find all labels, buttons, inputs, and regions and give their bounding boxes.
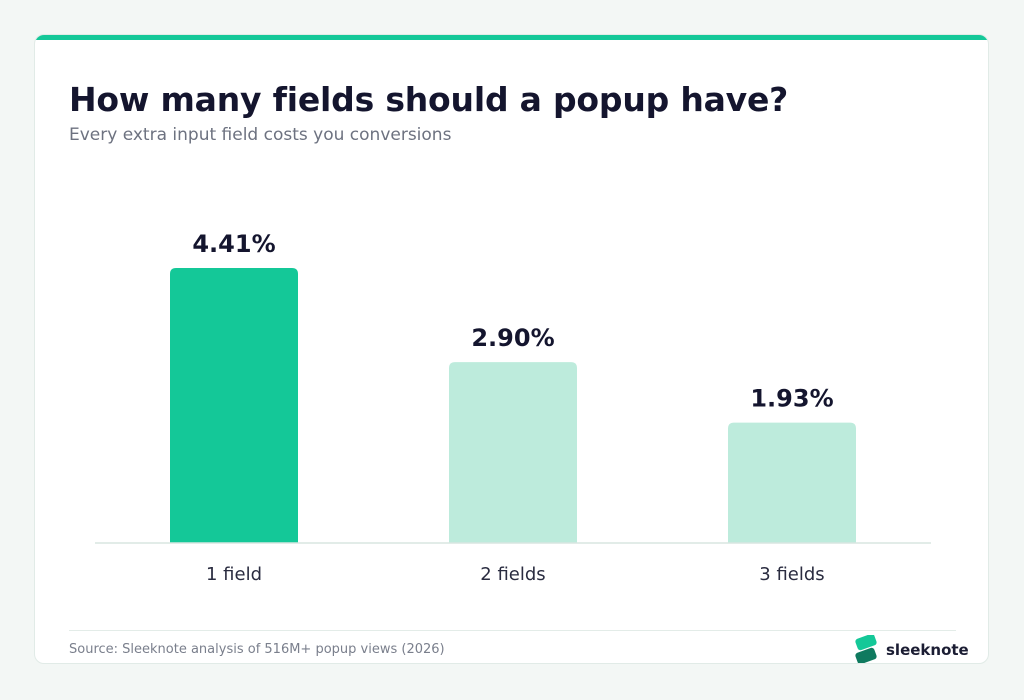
category-label-3: 3 fields	[759, 564, 824, 585]
brand-logo: sleeknote	[853, 633, 969, 663]
value-label-2: 2.90%	[471, 324, 554, 352]
chart-title: How many fields should a popup have?	[69, 80, 789, 119]
bar-2	[449, 362, 577, 543]
bar-1	[170, 268, 298, 543]
source-note: Source: Sleeknote analysis of 516M+ popu…	[69, 642, 445, 657]
footer-divider	[69, 630, 956, 631]
category-label-1: 1 field	[206, 564, 262, 585]
bar-3	[728, 422, 856, 543]
chart-subtitle: Every extra input field costs you conver…	[69, 125, 452, 145]
brand-name: sleeknote	[886, 641, 969, 659]
bar-chart: 4.41% 1 field 2.90% 2 fields 1.93% 3 fields	[95, 230, 931, 585]
value-label-3: 1.93%	[750, 385, 833, 413]
category-label-2: 2 fields	[480, 564, 545, 585]
chart-card: How many fields should a popup have? Eve…	[34, 34, 989, 664]
value-label-1: 4.41%	[192, 230, 275, 258]
accent-bar	[35, 35, 988, 40]
sleeknote-logo-icon	[855, 635, 877, 663]
